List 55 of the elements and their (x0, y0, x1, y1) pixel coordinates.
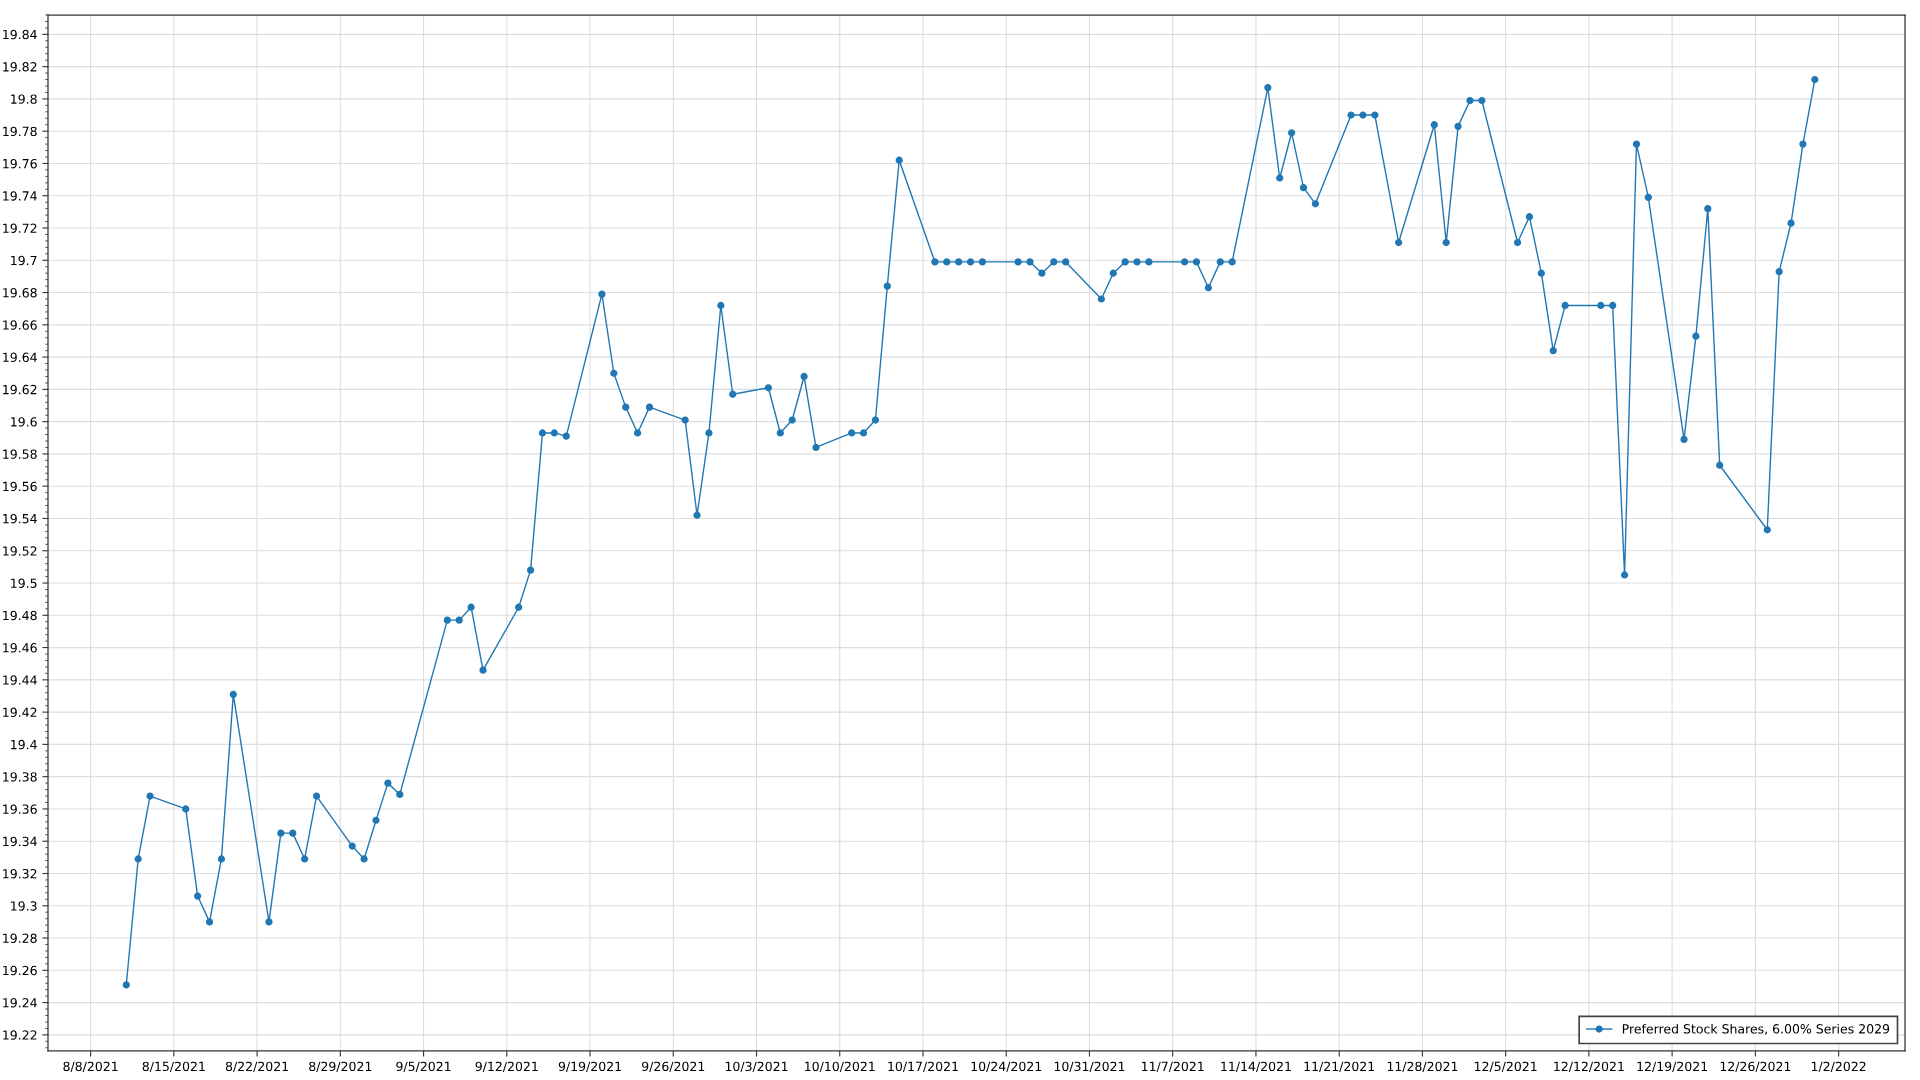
y-tick-label: 19.4 (11, 739, 37, 750)
x-tick-label: 10/17/2021 (888, 1061, 958, 1073)
y-tick-label: 19.7 (11, 255, 37, 266)
y-tick-label: 19.42 (3, 707, 37, 718)
y-tick-label: 19.74 (3, 191, 37, 201)
y-tick-label: 19.44 (3, 675, 37, 685)
y-tick-label: 19.52 (3, 546, 37, 556)
y-tick-label: 19.38 (3, 772, 37, 782)
x-tick-label: 9/26/2021 (642, 1061, 705, 1073)
y-tick-label: 19.5 (11, 578, 37, 588)
y-tick-label: 19.8 (11, 94, 37, 104)
y-tick-label: 19.34 (3, 836, 37, 847)
x-tick-label: 9/19/2021 (558, 1061, 621, 1073)
x-tick-label: 12/26/2021 (1720, 1061, 1791, 1073)
x-tick-label: 11/28/2021 (1387, 1061, 1458, 1073)
y-tick-label: 19.66 (3, 320, 37, 330)
y-tick-label: 19.54 (3, 513, 37, 524)
y-tick-label: 19.24 (3, 998, 37, 1008)
x-tick-label: 10/10/2021 (805, 1061, 875, 1073)
y-tick-label: 19.46 (3, 643, 37, 653)
x-tick-label: 8/15/2021 (142, 1061, 205, 1073)
y-tick-label: 19.64 (3, 352, 37, 363)
y-tick-label: 19.28 (3, 933, 37, 943)
y-tick-label: 19.72 (3, 223, 37, 233)
y-tick-label: 19.48 (3, 610, 37, 621)
x-tick-label: 8/22/2021 (225, 1061, 288, 1073)
x-tick-label: 9/12/2021 (475, 1061, 538, 1073)
y-tick-label: 19.58 (3, 449, 37, 459)
y-tick-label: 19.32 (3, 868, 37, 879)
x-tick-label: 11/14/2021 (1221, 1061, 1291, 1073)
x-tick-label: 10/3/2021 (725, 1061, 788, 1073)
x-tick-label: 1/2/2022 (1811, 1061, 1866, 1073)
x-tick-label: 12/19/2021 (1637, 1061, 1707, 1073)
y-tick-label: 19.82 (3, 62, 37, 72)
y-tick-label: 19.36 (3, 804, 37, 814)
y-tick-label: 19.26 (3, 965, 37, 976)
y-tick-label: 19.22 (3, 1030, 37, 1040)
x-tick-label: 10/24/2021 (971, 1061, 1042, 1073)
y-tick-label: 19.76 (3, 158, 37, 169)
y-tick-label: 19.68 (3, 288, 37, 298)
y-tick-label: 19.84 (3, 29, 37, 40)
y-tick-label: 19.56 (3, 481, 37, 492)
x-tick-label: 12/12/2021 (1554, 1061, 1624, 1073)
x-tick-label: 9/5/2021 (396, 1061, 451, 1073)
y-tick-label: 19.3 (11, 901, 37, 911)
x-tick-label: 8/8/2021 (63, 1061, 118, 1073)
x-tick-label: 11/7/2021 (1142, 1061, 1204, 1073)
x-tick-label: 10/31/2021 (1054, 1061, 1125, 1073)
x-tick-label: 11/21/2021 (1304, 1061, 1375, 1073)
y-tick-label: 19.78 (3, 126, 37, 137)
y-tick-label: 19.62 (3, 384, 37, 395)
y-tick-label: 19.6 (11, 417, 37, 427)
x-tick-label: 8/29/2021 (309, 1061, 372, 1073)
x-tick-label: 12/5/2021 (1474, 1061, 1537, 1073)
legend-label: Preferred Stock Shares, 6.00% Series 2029 (1622, 1023, 1890, 1035)
